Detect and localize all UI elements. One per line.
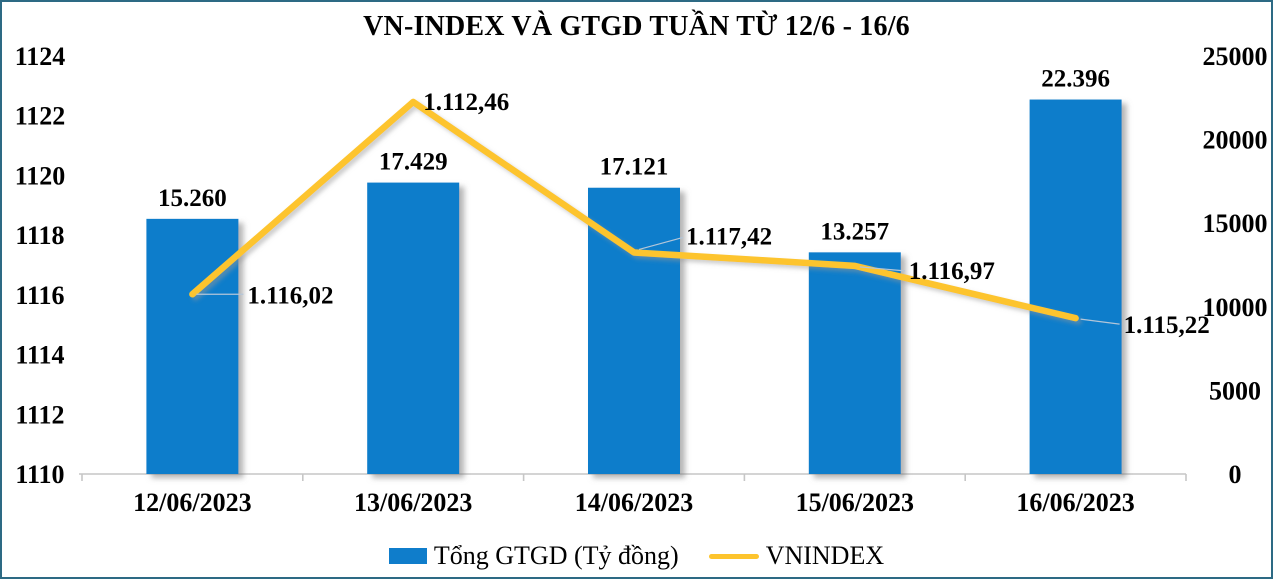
gtgd-bar	[1029, 99, 1122, 474]
left-axis-tick-label: 1118	[15, 221, 64, 250]
bar-value-label: 17.429	[379, 149, 448, 176]
left-axis-tick-label: 1114	[15, 341, 64, 370]
left-axis-tick-label: 1110	[15, 460, 64, 489]
left-axis-tick-label: 1124	[15, 42, 66, 71]
vnindex-point-label: 1.112,46	[423, 89, 509, 116]
chart-legend: Tổng GTGD (Tỷ đồng) VNINDEX	[2, 541, 1271, 571]
legend-label-vnindex: VNINDEX	[765, 541, 885, 570]
right-axis-tick-label: 25000	[1203, 42, 1268, 71]
legend-item-vnindex: VNINDEX	[708, 541, 885, 571]
right-axis-tick-label: 0	[1229, 460, 1242, 489]
bar-value-label: 13.257	[820, 218, 889, 245]
x-axis-date-label: 15/06/2023	[796, 488, 914, 517]
vnindex-point-label: 1.116,97	[909, 258, 995, 285]
bar-value-label: 22.396	[1041, 66, 1110, 93]
right-axis-tick-label: 10000	[1203, 293, 1268, 322]
vnindex-point-label: 1.116,02	[247, 282, 333, 309]
bar-value-label: 17.121	[600, 154, 669, 181]
left-axis-tick-label: 1116	[15, 281, 64, 310]
bar-value-label: 15.260	[158, 185, 227, 212]
chart-title: VN-INDEX VÀ GTGD TUẦN TỪ 12/6 - 16/6	[363, 11, 910, 42]
gtgd-bar	[367, 182, 460, 475]
vnindex-point-label: 1.115,22	[1124, 312, 1210, 339]
gtgd-bar-swatch-icon	[388, 548, 427, 564]
label-leader-line	[638, 236, 684, 251]
legend-item-gtgd: Tổng GTGD (Tỷ đồng)	[388, 541, 679, 571]
gtgd-bar	[146, 218, 239, 474]
legend-label-gtgd: Tổng GTGD (Tỷ đồng)	[433, 541, 679, 570]
x-axis-date-label: 12/06/2023	[133, 488, 251, 517]
right-axis-tick-label: 20000	[1203, 126, 1268, 155]
right-axis-tick-label: 5000	[1209, 376, 1261, 405]
x-axis-date-label: 13/06/2023	[354, 488, 472, 517]
right-axis-tick-label: 15000	[1203, 209, 1268, 238]
x-axis-date-label: 14/06/2023	[575, 488, 693, 517]
left-axis-tick-label: 1122	[15, 102, 66, 131]
gtgd-bar	[808, 252, 901, 474]
vnindex-line-swatch-icon	[708, 553, 759, 559]
left-axis-tick-label: 1112	[15, 400, 64, 429]
label-leader-line	[1080, 318, 1120, 325]
vnindex-line	[189, 98, 1079, 322]
left-axis-tick-label: 1120	[15, 161, 66, 190]
x-axis-date-label: 16/06/2023	[1016, 488, 1134, 517]
label-leader-line	[859, 266, 905, 272]
vnindex-point-label: 1.117,42	[686, 223, 772, 250]
